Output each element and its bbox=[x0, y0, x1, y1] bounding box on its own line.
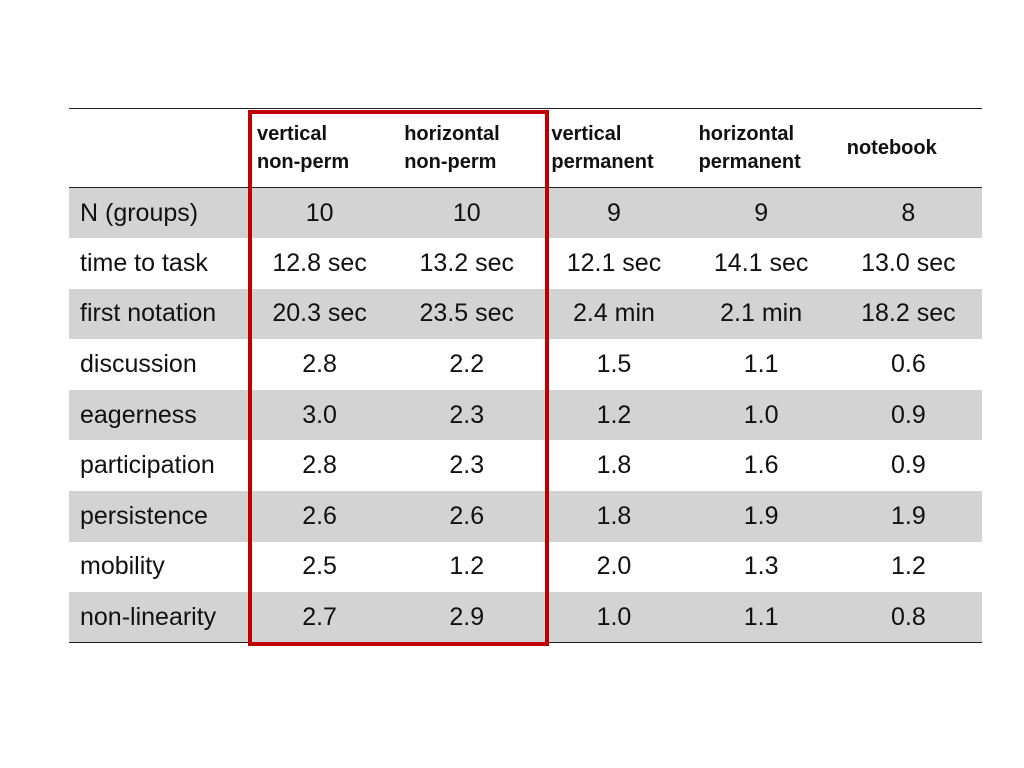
table-cell: 12.1 sec bbox=[566, 248, 662, 277]
table-row: N (groups) 10 10 9 9 8 bbox=[69, 187, 982, 239]
table-cell: 1.8 bbox=[596, 451, 632, 480]
table-cell: 1.2 bbox=[449, 552, 485, 581]
table-cell: 14.1 sec bbox=[713, 248, 809, 277]
column-header-line1: horizontal bbox=[404, 123, 500, 145]
header-corner bbox=[69, 108, 246, 188]
table-cell: 2.7 bbox=[246, 592, 394, 644]
table-cell: 2.1 min bbox=[687, 288, 835, 340]
table-cell: 2.5 bbox=[302, 552, 337, 581]
table-cell: 2.0 bbox=[596, 552, 632, 581]
table-cell: 2.8 bbox=[302, 350, 337, 379]
table-cell: 2.9 bbox=[393, 592, 541, 644]
table-row: mobility 2.5 1.2 2.0 1.3 1.2 bbox=[69, 542, 982, 593]
row-label: non-linearity bbox=[69, 592, 246, 644]
table-cell: 2.8 bbox=[302, 451, 337, 480]
column-header: horizontal non-perm bbox=[393, 108, 541, 188]
table-cell: 0.9 bbox=[834, 389, 982, 441]
results-table: vertical non-perm horizontal non-perm vert… bbox=[69, 108, 982, 644]
table-cell: 13.0 sec bbox=[861, 248, 956, 277]
table-row: first notation 20.3 sec 23.5 sec 2.4 min 2.1… bbox=[69, 288, 982, 340]
table-cell: 9 bbox=[687, 187, 835, 239]
column-header-line1: horizontal bbox=[698, 123, 795, 145]
table-cell: 2.6 bbox=[246, 491, 394, 542]
table-row: persistence 2.6 2.6 1.8 1.9 1.9 bbox=[69, 491, 982, 542]
table-cell: 9 bbox=[540, 187, 688, 239]
table-cell: 12.8 sec bbox=[272, 248, 367, 277]
row-label: discussion bbox=[80, 350, 197, 379]
table-cell: 1.2 bbox=[540, 389, 688, 441]
table-cell: 0.6 bbox=[890, 350, 926, 379]
column-header-line1: notebook bbox=[846, 137, 937, 159]
table-cell: 1.2 bbox=[890, 552, 926, 581]
results-table-container: vertical non-perm horizontal non-perm vert… bbox=[69, 108, 982, 644]
row-label: time to task bbox=[80, 248, 208, 277]
table-cell: 1.1 bbox=[687, 592, 835, 644]
table-cell: 1.8 bbox=[540, 491, 688, 542]
table-cell: 1.0 bbox=[687, 389, 835, 441]
table-cell: 3.0 bbox=[246, 389, 394, 441]
row-label: mobility bbox=[80, 552, 165, 581]
table-cell: 2.6 bbox=[393, 491, 541, 542]
table-row: time to task 12.8 sec 13.2 sec 12.1 sec 14.1… bbox=[69, 238, 982, 289]
table-cell: 2.2 bbox=[449, 350, 485, 379]
row-label: participation bbox=[80, 451, 215, 480]
table-cell: 13.2 sec bbox=[419, 248, 515, 277]
table-cell: 0.8 bbox=[834, 592, 982, 644]
table-header: vertical non-perm horizontal non-perm vert… bbox=[69, 108, 982, 188]
table-body: N (groups) 10 10 9 9 8 time to task 12.8 sec 13.… bbox=[69, 187, 982, 644]
table-cell: 2.4 min bbox=[540, 288, 688, 340]
column-header-line2: permanent bbox=[698, 151, 801, 173]
header-row: vertical non-perm horizontal non-perm vert… bbox=[69, 108, 982, 188]
column-header-line1: vertical bbox=[551, 123, 622, 145]
column-header-line2: non-perm bbox=[257, 151, 350, 173]
row-label: persistence bbox=[69, 491, 246, 542]
row-label: N (groups) bbox=[69, 187, 246, 239]
table-cell: 10 bbox=[393, 187, 541, 239]
column-header-line2: permanent bbox=[551, 151, 654, 173]
table-cell: 1.9 bbox=[834, 491, 982, 542]
table-cell: 1.0 bbox=[540, 592, 688, 644]
table-cell: 20.3 sec bbox=[246, 288, 394, 340]
column-header-line1: vertical bbox=[257, 123, 328, 145]
table-row: participation 2.8 2.3 1.8 1.6 0.9 bbox=[69, 440, 982, 491]
row-label: eagerness bbox=[69, 389, 246, 441]
table-cell: 1.9 bbox=[687, 491, 835, 542]
table-cell: 1.5 bbox=[596, 350, 632, 379]
row-label: first notation bbox=[69, 288, 246, 340]
table-cell: 18.2 sec bbox=[834, 288, 982, 340]
table-cell: 2.3 bbox=[449, 451, 485, 480]
table-cell: 10 bbox=[246, 187, 394, 239]
table-cell: 23.5 sec bbox=[393, 288, 541, 340]
table-row: non-linearity 2.7 2.9 1.0 1.1 0.8 bbox=[69, 592, 982, 644]
table-cell: 1.3 bbox=[743, 552, 779, 581]
table-row: discussion 2.8 2.2 1.5 1.1 0.6 bbox=[69, 339, 982, 390]
column-header: notebook bbox=[834, 108, 982, 188]
table-cell: 2.3 bbox=[393, 389, 541, 441]
table-cell: 0.9 bbox=[890, 451, 926, 480]
column-header: horizontal permanent bbox=[687, 108, 835, 188]
table-cell: 1.1 bbox=[743, 350, 779, 379]
column-header: vertical non-perm bbox=[246, 108, 394, 188]
column-header: vertical permanent bbox=[540, 108, 688, 188]
table-row: eagerness 3.0 2.3 1.2 1.0 0.9 bbox=[69, 389, 982, 441]
column-header-line2: non-perm bbox=[404, 151, 497, 173]
table-cell: 1.6 bbox=[743, 451, 779, 480]
table-cell: 8 bbox=[834, 187, 982, 239]
